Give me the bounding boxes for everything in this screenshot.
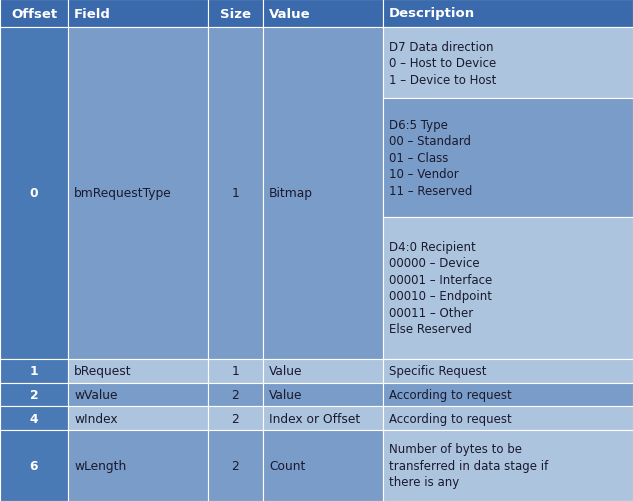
Bar <box>263 359 383 383</box>
Text: According to request: According to request <box>389 412 511 425</box>
Bar <box>263 28 383 359</box>
Text: Field: Field <box>74 8 111 21</box>
Bar <box>208 359 263 383</box>
Bar <box>208 430 263 501</box>
Bar <box>263 383 383 406</box>
Text: Number of bytes to be
transferred in data stage if
there is any: Number of bytes to be transferred in dat… <box>389 442 548 488</box>
Text: 1: 1 <box>30 364 39 377</box>
Text: 2: 2 <box>232 388 239 401</box>
Text: 1: 1 <box>232 364 239 377</box>
Bar <box>383 28 633 99</box>
Bar <box>0 359 68 383</box>
Text: Specific Request: Specific Request <box>389 364 487 377</box>
Text: wValue: wValue <box>74 388 118 401</box>
Text: Value: Value <box>269 388 303 401</box>
Bar <box>68 430 208 501</box>
Bar <box>263 406 383 430</box>
Text: Bitmap: Bitmap <box>269 187 313 200</box>
Bar <box>383 383 633 406</box>
Bar <box>383 99 633 217</box>
Bar <box>208 0 263 28</box>
Text: bmRequestType: bmRequestType <box>74 187 172 200</box>
Text: Size: Size <box>220 8 251 21</box>
Text: Value: Value <box>269 364 303 377</box>
Bar <box>0 28 68 359</box>
Text: According to request: According to request <box>389 388 511 401</box>
Bar <box>383 430 633 501</box>
Text: 0: 0 <box>30 187 39 200</box>
Bar <box>263 0 383 28</box>
Bar <box>0 430 68 501</box>
Bar <box>0 383 68 406</box>
Text: Count: Count <box>269 459 305 472</box>
Text: Description: Description <box>389 8 475 21</box>
Text: Offset: Offset <box>11 8 57 21</box>
Text: D4:0 Recipient
00000 – Device
00001 – Interface
00010 – Endpoint
00011 – Other
E: D4:0 Recipient 00000 – Device 00001 – In… <box>389 240 492 336</box>
Text: Index or Offset: Index or Offset <box>269 412 360 425</box>
Text: 2: 2 <box>232 459 239 472</box>
Bar <box>263 430 383 501</box>
Text: bRequest: bRequest <box>74 364 132 377</box>
Bar <box>68 406 208 430</box>
Text: wLength: wLength <box>74 459 126 472</box>
Bar <box>68 359 208 383</box>
Bar <box>68 28 208 359</box>
Bar <box>208 28 263 359</box>
Text: 1: 1 <box>232 187 239 200</box>
Text: D7 Data direction
0 – Host to Device
1 – Device to Host: D7 Data direction 0 – Host to Device 1 –… <box>389 41 496 86</box>
Bar <box>0 0 68 28</box>
Text: D6:5 Type
00 – Standard
01 – Class
10 – Vendor
11 – Reserved: D6:5 Type 00 – Standard 01 – Class 10 – … <box>389 119 472 197</box>
Bar <box>383 359 633 383</box>
Bar <box>383 406 633 430</box>
Bar <box>383 0 633 28</box>
Bar <box>68 383 208 406</box>
Text: 6: 6 <box>30 459 38 472</box>
Text: 2: 2 <box>30 388 39 401</box>
Text: 2: 2 <box>232 412 239 425</box>
Text: 4: 4 <box>30 412 38 425</box>
Bar <box>383 217 633 359</box>
Bar <box>208 406 263 430</box>
Text: Value: Value <box>269 8 311 21</box>
Bar <box>68 0 208 28</box>
Text: wIndex: wIndex <box>74 412 118 425</box>
Bar <box>0 406 68 430</box>
Bar <box>208 383 263 406</box>
